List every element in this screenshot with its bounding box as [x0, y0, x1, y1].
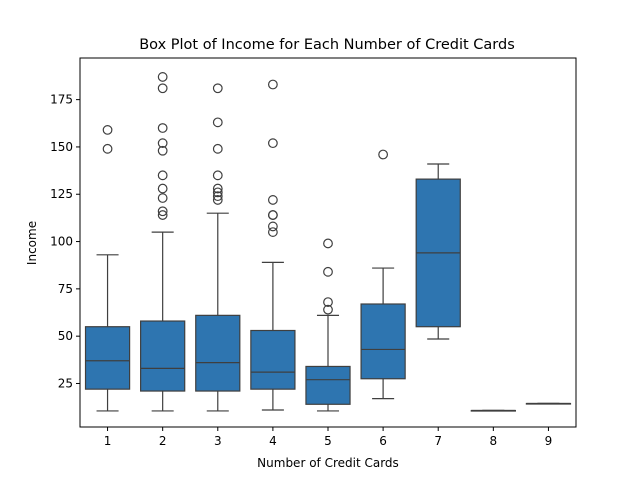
y-axis: 25 50 75 100 125 150 175: [50, 93, 80, 390]
outlier-point: [267, 195, 278, 205]
outlier-point: [212, 83, 223, 94]
y-axis-label: Income: [25, 221, 39, 265]
x-tick-label: 9: [545, 434, 553, 448]
x-tick-label: 2: [159, 434, 167, 448]
box-group-4: [250, 79, 296, 411]
y-tick-label: 175: [50, 93, 73, 107]
box-iqr: [250, 329, 296, 390]
x-tick-label: 8: [490, 434, 498, 448]
outlier-point: [212, 195, 223, 205]
x-axis: 1 2 3 4 5 6 7 8 9: [104, 427, 553, 448]
box-group-3: [195, 83, 241, 412]
x-tick-label: 5: [324, 434, 332, 448]
outlier-point: [157, 170, 168, 181]
outlier-point: [157, 183, 168, 194]
outlier-point: [323, 266, 333, 277]
box-group-8: [470, 409, 516, 412]
outlier-point: [102, 143, 113, 154]
outlier-point: [323, 304, 333, 315]
box-group-2: [140, 72, 186, 412]
y-tick-label: 50: [58, 329, 73, 343]
outlier-point: [157, 206, 168, 217]
outlier-point: [157, 138, 168, 149]
outlier-point: [157, 145, 168, 156]
box-iqr: [140, 320, 186, 392]
outlier-point: [323, 238, 333, 249]
box-iqr: [195, 314, 241, 392]
x-tick-label: 1: [104, 434, 112, 448]
outlier-point: [212, 117, 223, 128]
outlier-point: [102, 125, 113, 135]
box-group-1: [84, 125, 131, 412]
chart-title: Box Plot of Income for Each Number of Cr…: [139, 37, 515, 53]
outlier-point: [267, 79, 278, 90]
outlier-point: [157, 123, 168, 133]
box-group-5: [305, 238, 351, 412]
y-tick-label: 100: [50, 235, 73, 249]
y-tick-label: 125: [50, 187, 73, 201]
outlier-point: [378, 149, 389, 160]
y-tick-label: 25: [58, 376, 73, 390]
outlier-point: [157, 72, 168, 82]
y-tick-label: 75: [58, 282, 73, 296]
box-group-9: [525, 402, 572, 405]
y-tick-label: 150: [50, 140, 73, 154]
outlier-point: [267, 210, 278, 220]
box-iqr: [84, 326, 131, 390]
outlier-point: [212, 187, 223, 198]
box-iqr: [360, 303, 406, 380]
outlier-point: [157, 83, 168, 94]
box-group-7: [415, 163, 461, 340]
outlier-point: [212, 170, 223, 181]
x-axis-label: Number of Credit Cards: [257, 456, 399, 470]
x-tick-label: 6: [379, 434, 387, 448]
outlier-point: [323, 297, 333, 308]
outlier-point: [157, 193, 168, 203]
x-tick-label: 4: [269, 434, 277, 448]
plot-area: [84, 72, 572, 412]
x-tick-label: 7: [434, 434, 442, 448]
outlier-point: [212, 143, 223, 154]
outlier-point: [212, 183, 223, 194]
x-tick-label: 3: [214, 434, 222, 448]
outlier-point: [157, 210, 168, 220]
outlier-point: [212, 191, 223, 202]
outlier-point: [267, 227, 278, 237]
box-group-6: [360, 149, 406, 400]
box-iqr: [305, 365, 351, 405]
outlier-point: [267, 221, 278, 232]
outlier-point: [267, 138, 278, 149]
